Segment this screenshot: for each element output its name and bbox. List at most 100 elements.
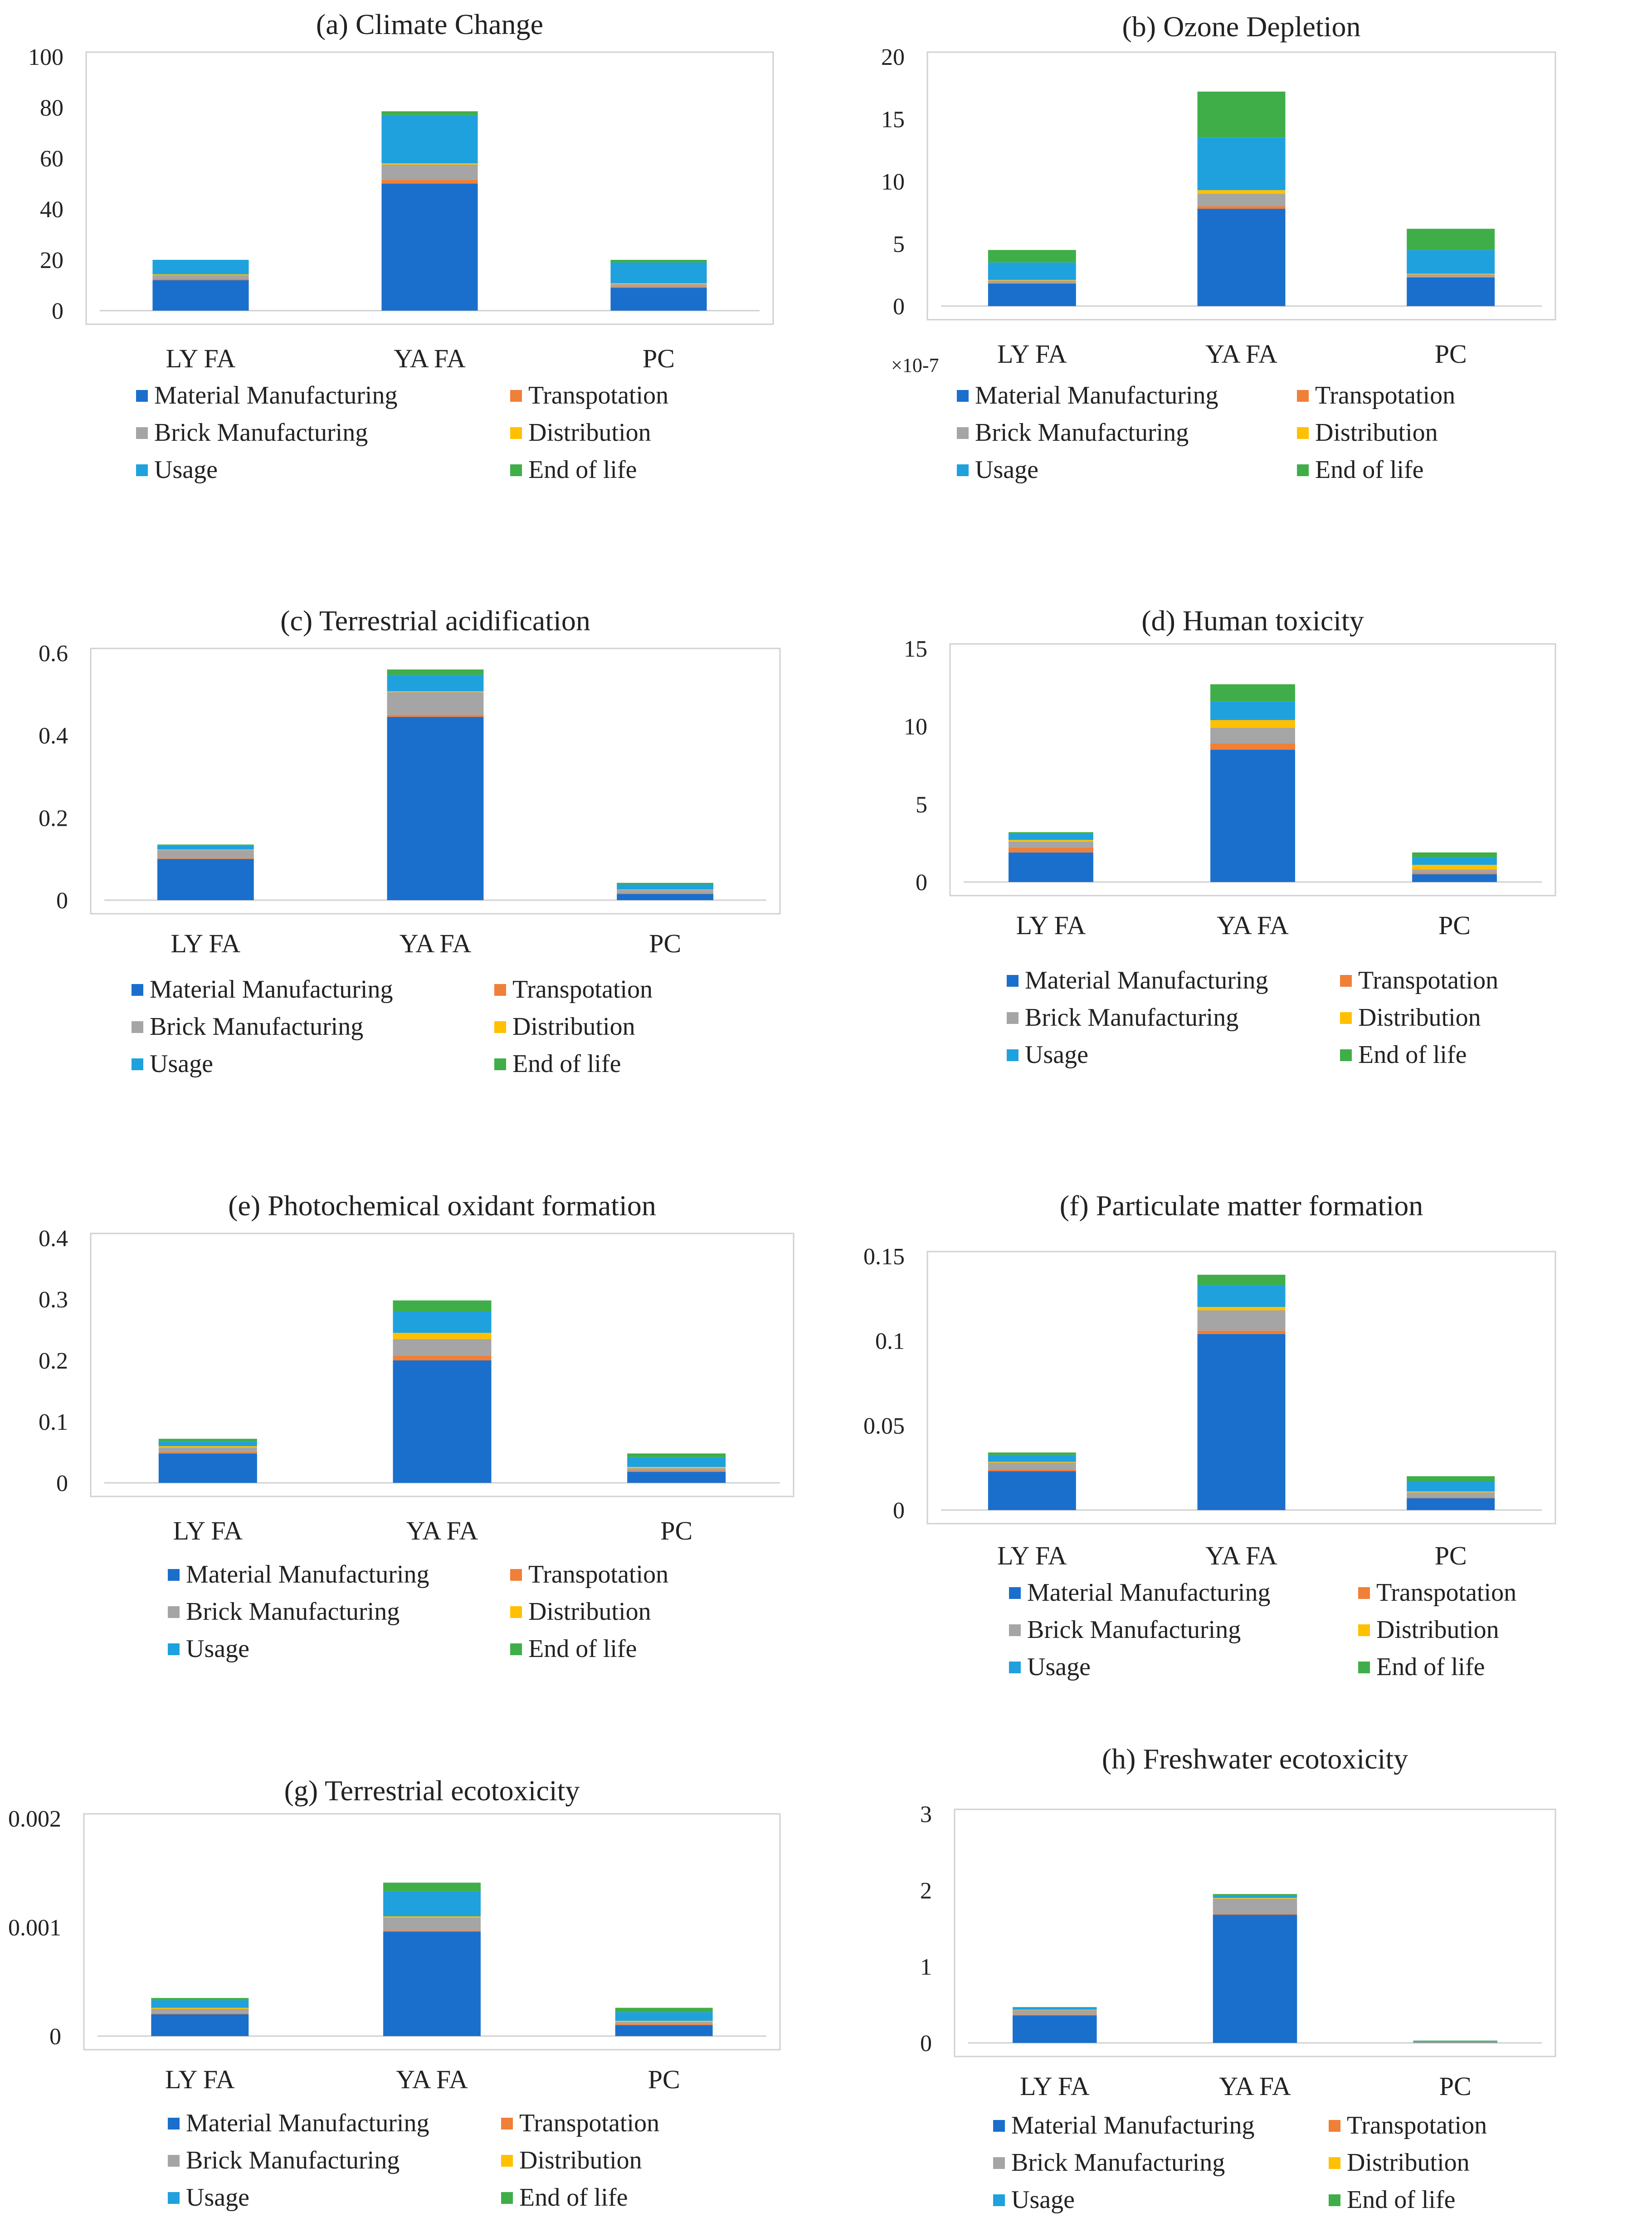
c-terrestrial-acidification-bar-pc-usage xyxy=(617,884,714,890)
h-freshwater-ecotoxicity-bar-ly-fa-end-of-life xyxy=(1013,2007,1097,2008)
e-photochemical-oxidant-formation-legend-swatch-material-manufacturing xyxy=(168,1569,180,1581)
h-freshwater-ecotoxicity-legend-end-of-life: End of life xyxy=(1347,2186,1455,2214)
a-climate-change-ytick-40: 40 xyxy=(40,197,63,223)
f-particulate-matter-formation-legend-swatch-brick-manufacturing xyxy=(1009,1624,1021,1636)
c-terrestrial-acidification-category-pc: PC xyxy=(649,929,681,958)
d-human-toxicity-bar-ly-fa-material-manufacturing xyxy=(1009,852,1093,882)
h-freshwater-ecotoxicity-bar-pc-transpotation xyxy=(1413,2042,1497,2043)
b-ozone-depletion-bar-ya-fa-material-manufacturing xyxy=(1197,209,1286,306)
c-terrestrial-acidification-ytick-0-4: 0.4 xyxy=(39,723,68,749)
a-climate-change-legend-swatch-transpotation xyxy=(510,390,522,402)
g-terrestrial-ecotoxicity-bar-ya-fa-brick-manufacturing xyxy=(383,1917,481,1931)
g-terrestrial-ecotoxicity-legend-swatch-brick-manufacturing xyxy=(168,2155,180,2167)
e-photochemical-oxidant-formation-bar-ly-fa-transpotation xyxy=(158,1452,257,1454)
e-photochemical-oxidant-formation-legend-material-manufacturing: Material Manufacturing xyxy=(186,1560,429,1589)
d-human-toxicity-legend-swatch-material-manufacturing xyxy=(1007,975,1018,987)
chart-panel-3: (c) Terrestrial acidification 0 0.2 0.4 0.6 L… xyxy=(39,604,781,1078)
h-freshwater-ecotoxicity-bar-ya-fa-brick-manufacturing xyxy=(1213,1898,1297,1914)
f-particulate-matter-formation-title: (f) Particulate matter formation xyxy=(1060,1189,1423,1222)
a-climate-change-legend-swatch-end-of-life xyxy=(510,464,522,476)
g-terrestrial-ecotoxicity-bar-pc-material-manufacturing xyxy=(615,2025,713,2036)
g-terrestrial-ecotoxicity-bar-pc-brick-manufacturing xyxy=(615,2022,713,2024)
a-climate-change-bar-pc-material-manufacturing xyxy=(610,288,707,311)
f-particulate-matter-formation-bar-pc-material-manufacturing xyxy=(1407,1498,1495,1510)
e-photochemical-oxidant-formation-bar-ly-fa-usage xyxy=(158,1441,257,1446)
d-human-toxicity-bar-pc-end-of-life xyxy=(1412,852,1497,858)
e-photochemical-oxidant-formation-bar-ly-fa-distribution xyxy=(158,1446,257,1447)
g-terrestrial-ecotoxicity-category-pc: PC xyxy=(648,2065,680,2094)
e-photochemical-oxidant-formation-bar-ya-fa-distribution xyxy=(393,1333,492,1339)
e-photochemical-oxidant-formation-legend-usage: Usage xyxy=(186,1635,249,1663)
e-photochemical-oxidant-formation-legend-swatch-transpotation xyxy=(510,1569,522,1581)
g-terrestrial-ecotoxicity-legend-swatch-distribution xyxy=(501,2155,513,2167)
e-photochemical-oxidant-formation-category-pc: PC xyxy=(660,1516,692,1545)
b-ozone-depletion-bar-pc-material-manufacturing xyxy=(1407,277,1495,306)
h-freshwater-ecotoxicity-legend-swatch-usage xyxy=(993,2194,1005,2206)
g-terrestrial-ecotoxicity-bar-ya-fa-transpotation xyxy=(383,1930,481,1932)
d-human-toxicity-bar-ya-fa-brick-manufacturing xyxy=(1210,728,1295,744)
h-freshwater-ecotoxicity-legend-distribution: Distribution xyxy=(1347,2149,1470,2177)
a-climate-change-ytick-100: 100 xyxy=(28,44,63,70)
c-terrestrial-acidification-ytick-0: 0 xyxy=(56,888,68,914)
h-freshwater-ecotoxicity-bar-ya-fa-usage xyxy=(1213,1896,1297,1898)
f-particulate-matter-formation-legend-swatch-material-manufacturing xyxy=(1009,1587,1021,1599)
e-photochemical-oxidant-formation-bar-ya-fa-transpotation xyxy=(393,1355,492,1360)
g-terrestrial-ecotoxicity-ytick-0-001: 0.001 xyxy=(8,1915,61,1941)
b-ozone-depletion-plot-area xyxy=(926,51,1556,321)
a-climate-change-bar-ly-fa-distribution xyxy=(152,274,249,275)
h-freshwater-ecotoxicity-bar-ly-fa-brick-manufacturing xyxy=(1013,2010,1097,2015)
a-climate-change-bar-ya-fa-transpotation xyxy=(381,180,478,184)
b-ozone-depletion-ytick-10: 10 xyxy=(881,169,905,195)
d-human-toxicity-bar-ya-fa-transpotation xyxy=(1210,743,1295,750)
b-ozone-depletion-bar-ya-fa-usage xyxy=(1197,137,1286,190)
f-particulate-matter-formation-bar-ly-fa-usage xyxy=(988,1455,1076,1462)
c-terrestrial-acidification-bar-ya-fa-end-of-life xyxy=(387,669,484,675)
c-terrestrial-acidification-ytick-0-6: 0.6 xyxy=(39,641,68,667)
c-terrestrial-acidification-legend-swatch-distribution xyxy=(494,1021,506,1033)
c-terrestrial-acidification-bar-ya-fa-distribution xyxy=(387,691,484,692)
d-human-toxicity-plot-area xyxy=(949,643,1556,897)
h-freshwater-ecotoxicity-legend-swatch-transpotation xyxy=(1329,2120,1340,2132)
h-freshwater-ecotoxicity-legend-swatch-brick-manufacturing xyxy=(993,2157,1005,2169)
f-particulate-matter-formation-bar-ya-fa-end-of-life xyxy=(1197,1275,1286,1285)
e-photochemical-oxidant-formation-legend-swatch-end-of-life xyxy=(510,1643,522,1655)
g-terrestrial-ecotoxicity-bar-ly-fa-usage xyxy=(151,2000,249,2008)
g-terrestrial-ecotoxicity-bar-pc-end-of-life xyxy=(615,2008,713,2013)
e-photochemical-oxidant-formation-legend-swatch-usage xyxy=(168,1643,180,1655)
f-particulate-matter-formation-legend-material-manufacturing: Material Manufacturing xyxy=(1027,1579,1270,1607)
d-human-toxicity-bar-ya-fa-end-of-life xyxy=(1210,684,1295,702)
e-photochemical-oxidant-formation-ytick-0-3: 0.3 xyxy=(39,1287,68,1313)
a-climate-change-bar-ly-fa-usage xyxy=(152,260,249,274)
f-particulate-matter-formation-legend-distribution: Distribution xyxy=(1376,1616,1499,1644)
d-human-toxicity-ytick-10: 10 xyxy=(904,714,927,740)
b-ozone-depletion-bar-ya-fa-end-of-life xyxy=(1197,92,1286,138)
d-human-toxicity-legend-swatch-usage xyxy=(1007,1049,1018,1061)
d-human-toxicity-title: (d) Human toxicity xyxy=(1141,604,1364,637)
e-photochemical-oxidant-formation-bar-ya-fa-brick-manufacturing xyxy=(393,1339,492,1356)
c-terrestrial-acidification-legend-usage: Usage xyxy=(150,1050,213,1078)
b-ozone-depletion-bar-ya-fa-brick-manufacturing xyxy=(1197,194,1286,206)
d-human-toxicity-bar-ly-fa-transpotation xyxy=(1009,848,1093,853)
d-human-toxicity-ytick-0: 0 xyxy=(916,870,927,896)
g-terrestrial-ecotoxicity-bar-ya-fa-usage xyxy=(383,1891,481,1916)
h-freshwater-ecotoxicity-legend-transpotation: Transpotation xyxy=(1347,2111,1487,2139)
d-human-toxicity-bar-ya-fa-usage xyxy=(1210,701,1295,720)
b-ozone-depletion-ytick-20: 20 xyxy=(881,44,905,70)
c-terrestrial-acidification-legend-distribution: Distribution xyxy=(512,1013,635,1041)
e-photochemical-oxidant-formation-bar-pc-transpotation xyxy=(627,1471,726,1472)
h-freshwater-ecotoxicity-legend-usage: Usage xyxy=(1011,2186,1075,2214)
c-terrestrial-acidification-legend-transpotation: Transpotation xyxy=(512,975,653,1004)
e-photochemical-oxidant-formation-legend-swatch-distribution xyxy=(510,1606,522,1618)
c-terrestrial-acidification-bar-ly-fa-transpotation xyxy=(157,858,254,859)
h-freshwater-ecotoxicity-category-pc: PC xyxy=(1439,2071,1472,2101)
f-particulate-matter-formation-legend-swatch-end-of-life xyxy=(1358,1662,1370,1673)
a-climate-change-legend-distribution: Distribution xyxy=(528,419,651,447)
d-human-toxicity-bar-pc-brick-manufacturing xyxy=(1412,869,1497,873)
g-terrestrial-ecotoxicity-bar-ya-fa-material-manufacturing xyxy=(383,1931,481,2036)
a-climate-change-legend-swatch-material-manufacturing xyxy=(136,390,148,402)
a-climate-change-legend-brick-manufacturing: Brick Manufacturing xyxy=(154,419,368,447)
a-climate-change-ytick-60: 60 xyxy=(40,146,63,172)
d-human-toxicity-bar-pc-material-manufacturing xyxy=(1412,874,1497,882)
a-climate-change-ytick-80: 80 xyxy=(40,95,63,121)
f-particulate-matter-formation-legend-transpotation: Transpotation xyxy=(1376,1579,1516,1607)
